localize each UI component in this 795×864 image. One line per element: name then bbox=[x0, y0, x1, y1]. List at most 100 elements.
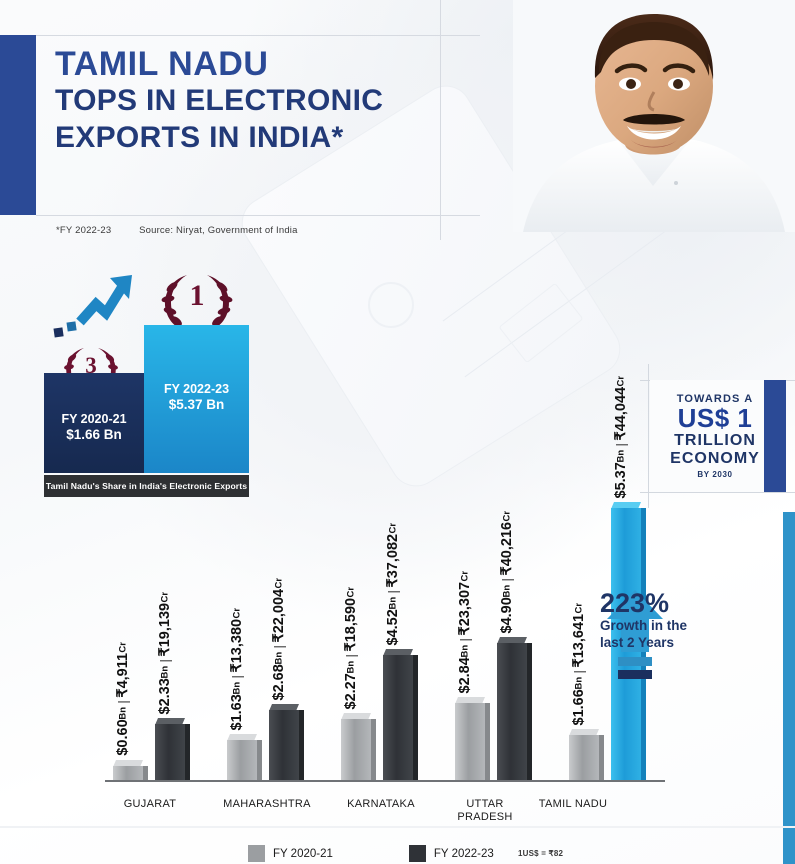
growth-text-line-1: Growth in the bbox=[600, 618, 687, 633]
value-inr-unit: Cr bbox=[615, 375, 627, 387]
growth-up-arrow-icon bbox=[604, 588, 666, 654]
bar-karnataka-fy2022-23 bbox=[383, 649, 418, 780]
inset-bar-fy2020-21 bbox=[44, 373, 144, 473]
bar-side-face bbox=[413, 655, 418, 780]
label-separator: | bbox=[271, 644, 287, 649]
page-title: TAMIL NADU TOPS IN ELECTRONIC EXPORTS IN… bbox=[55, 46, 485, 156]
bottom-divider bbox=[0, 826, 795, 828]
bar-uttar-pradesh-fy2020-21 bbox=[455, 697, 490, 780]
label-separator: | bbox=[613, 442, 629, 447]
bar-front-face bbox=[155, 724, 185, 780]
value-usd-unit: Bn bbox=[345, 660, 357, 673]
rank-3-number: 3 bbox=[85, 353, 97, 378]
value-usd-unit: Bn bbox=[573, 676, 585, 689]
bar-gujarat-fy2020-21 bbox=[113, 760, 148, 780]
inset-caption-bar: Tamil Nadu's Share in India's Electronic… bbox=[44, 475, 249, 497]
label-separator: | bbox=[385, 589, 401, 594]
value-inr-unit: Cr bbox=[459, 570, 471, 582]
bar-maharashtra-fy2022-23 bbox=[269, 704, 304, 780]
exchange-rate-note: 1US$ = ₹82 bbox=[518, 849, 564, 858]
inset-label-new-value: $5.37 Bn bbox=[168, 397, 225, 413]
label-separator: | bbox=[115, 700, 131, 705]
bar-front-face bbox=[455, 703, 485, 780]
value-inr: ₹22,004 bbox=[271, 588, 287, 642]
legend-label-new: FY 2022-23 bbox=[433, 847, 494, 860]
label-separator: | bbox=[571, 669, 587, 674]
badge-line-5: BY 2030 bbox=[697, 469, 733, 479]
bar-side-face bbox=[599, 735, 604, 780]
title-line-2: TOPS IN ELECTRONIC bbox=[55, 84, 384, 118]
growth-callout: 223% Growth in the last 2 Years bbox=[600, 590, 720, 651]
value-inr-unit: Cr bbox=[501, 510, 513, 522]
bar-label-tamil-nadu-old: $1.66 Bn | ₹13,641 Cr bbox=[571, 603, 587, 726]
inset-label-old-value: $1.66 Bn bbox=[66, 427, 122, 443]
category-label-maharashtra: MAHARASHTRA bbox=[223, 798, 311, 810]
value-usd-unit: Bn bbox=[459, 644, 471, 657]
title-line-3: EXPORTS IN INDIA* bbox=[55, 120, 344, 154]
bar-top-face bbox=[155, 718, 185, 725]
label-separator: | bbox=[457, 637, 473, 642]
bar-top-face bbox=[227, 734, 257, 741]
bar-top-face bbox=[113, 760, 143, 767]
bar-side-face bbox=[257, 740, 262, 780]
bar-label-maharashtra-new: $2.68 Bn | ₹22,004 Cr bbox=[271, 578, 287, 701]
bar-front-face bbox=[383, 655, 413, 780]
bar-front-face bbox=[269, 710, 299, 780]
growth-trend-arrow-icon bbox=[52, 272, 142, 342]
bar-top-face bbox=[497, 637, 527, 644]
value-usd: $0.60 bbox=[115, 719, 131, 756]
badge-rule-bottom bbox=[640, 492, 795, 493]
badge-line-2: US$ 1 bbox=[677, 403, 753, 434]
label-separator: | bbox=[499, 577, 515, 582]
value-usd-unit: Bn bbox=[231, 681, 243, 694]
footnote-fy: *FY 2022-23 bbox=[56, 225, 112, 236]
header-rule-top bbox=[36, 35, 480, 36]
bar-side-face bbox=[143, 766, 148, 780]
badge-accent-strip bbox=[764, 380, 786, 492]
header-rule-bottom bbox=[36, 215, 480, 216]
tn-share-inset-chart: FY 2020-21 $1.66 Bn FY 2022-23 $5.37 Bn … bbox=[44, 325, 249, 497]
inset-bar-fy2022-23 bbox=[144, 325, 249, 473]
category-label-gujarat: GUJARAT bbox=[123, 798, 177, 810]
value-usd: $2.68 bbox=[271, 663, 287, 700]
category-label-uttar: UTTAR bbox=[466, 798, 504, 810]
badge-rule-vertical bbox=[648, 364, 649, 508]
category-label-karnataka: KARNATAKA bbox=[347, 798, 415, 810]
label-separator: | bbox=[343, 653, 359, 658]
label-separator: | bbox=[157, 658, 173, 663]
rank-1-number: 1 bbox=[189, 279, 205, 312]
bar-label-gujarat-old: $0.60 Bn | ₹4,911 Cr bbox=[115, 642, 131, 756]
inset-caption-text: Tamil Nadu's Share in India's Electronic… bbox=[45, 481, 248, 491]
legend-item-fy2022-23: FY 2022-23 bbox=[408, 845, 494, 862]
bar-side-face bbox=[299, 710, 304, 780]
value-usd: $2.33 bbox=[157, 677, 173, 714]
value-inr-unit: Cr bbox=[231, 607, 243, 619]
bar-top-face bbox=[269, 704, 299, 711]
inset-label-new: FY 2022-23 $5.37 Bn bbox=[144, 382, 249, 413]
value-inr: ₹23,307 bbox=[457, 581, 473, 635]
value-usd: $1.66 bbox=[571, 688, 587, 725]
bar-side-face bbox=[185, 724, 190, 780]
value-usd: $4.90 bbox=[499, 596, 515, 633]
title-line-1: TAMIL NADU bbox=[55, 45, 269, 83]
value-inr: ₹13,380 bbox=[229, 618, 245, 672]
value-usd: $4.52 bbox=[385, 608, 401, 645]
value-inr: ₹19,139 bbox=[157, 602, 173, 656]
bar-top-face bbox=[455, 697, 485, 704]
chart-legend: FY 2020-21 FY 2022-23 bbox=[248, 845, 494, 862]
left-accent-block bbox=[0, 35, 36, 215]
inset-label-old-fy: FY 2020-21 bbox=[61, 412, 127, 427]
bar-label-maharashtra-old: $1.63 Bn | ₹13,380 Cr bbox=[229, 608, 245, 731]
bar-label-uttar-pradesh-old: $2.84 Bn | ₹23,307 Cr bbox=[457, 571, 473, 694]
bar-top-face bbox=[341, 713, 371, 720]
bar-tamil-nadu-fy2020-21 bbox=[569, 729, 604, 780]
value-inr: ₹40,216 bbox=[499, 521, 515, 575]
camera-lens-texture bbox=[368, 282, 414, 328]
value-inr: ₹37,082 bbox=[385, 533, 401, 587]
label-separator: | bbox=[229, 674, 245, 679]
legend-label-old: FY 2020-21 bbox=[273, 847, 333, 860]
value-inr: ₹4,911 bbox=[115, 652, 131, 698]
value-inr-unit: Cr bbox=[573, 602, 585, 614]
value-usd-unit: Bn bbox=[501, 584, 513, 597]
badge-line-3: TRILLION bbox=[674, 432, 756, 450]
